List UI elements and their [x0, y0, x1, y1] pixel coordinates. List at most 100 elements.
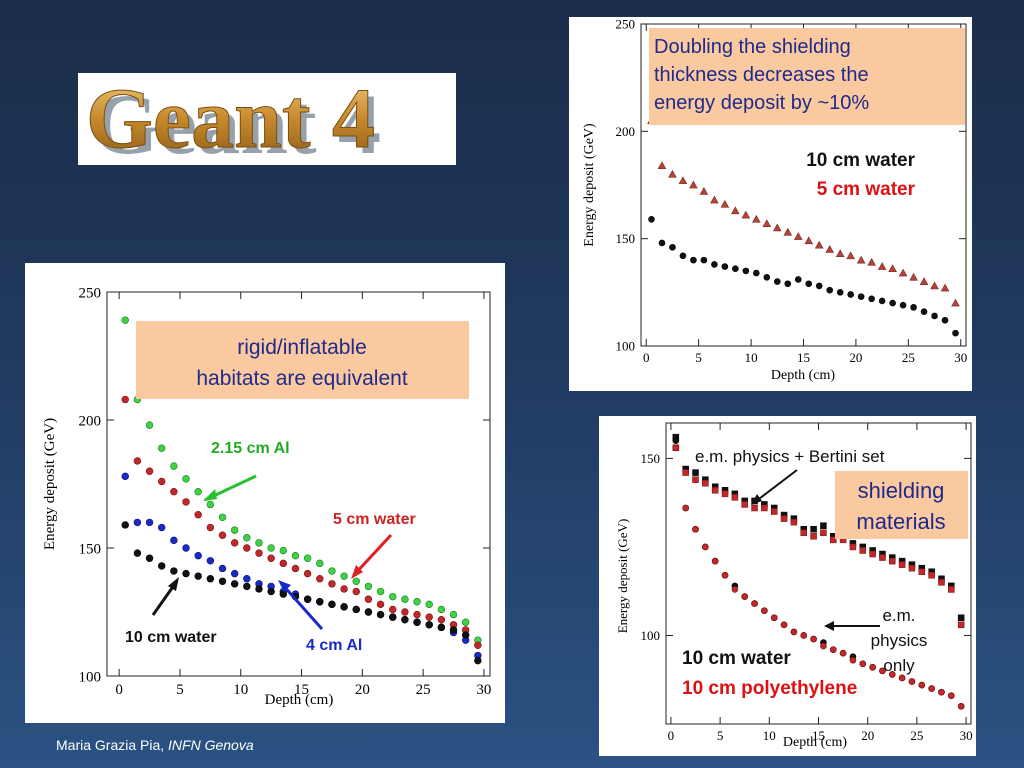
label-10-cm-water: 10 cm water — [125, 629, 217, 646]
callout-line-1: rigid/inflatable — [237, 336, 367, 359]
data-point-10-cm-water — [133, 549, 142, 557]
data-point-5-cm-water — [940, 283, 950, 292]
arrowhead-em-only — [824, 621, 834, 631]
data-point-10-cm-polyethylene-e-m-only — [820, 642, 827, 650]
data-point-10-cm-polyethylene-e-m-only — [849, 656, 857, 664]
arrowhead-4-cm-al — [278, 580, 291, 592]
data-point-10-cm-water — [952, 329, 959, 337]
data-point-10-cm-polyethylene-bertini — [849, 543, 857, 551]
data-point-10-cm-polyethylene-e-m-only — [741, 593, 749, 600]
data-point-5-cm-water — [919, 277, 929, 285]
legend-10-cm-water: 10 cm water — [806, 150, 915, 171]
data-point-5-cm-water — [898, 268, 908, 277]
data-point-10-cm-polyethylene-e-m-only — [957, 702, 965, 710]
data-point-10-cm-polyethylene-e-m-only — [879, 667, 886, 675]
data-point-2-15-cm-al — [364, 582, 373, 591]
data-point-5-cm-water — [243, 544, 251, 552]
data-point-10-cm-polyethylene-e-m-only — [692, 525, 699, 533]
data-point-10-cm-polyethylene-bertini — [879, 554, 886, 561]
legend-10-cm-water: 10 cm water — [682, 648, 791, 669]
data-point-10-cm-water-bertini — [692, 469, 699, 476]
x-tick-label: 5 — [717, 728, 724, 743]
data-point-5-cm-water — [158, 477, 166, 486]
data-point-4-cm-al — [182, 544, 190, 552]
data-point-5-cm-water — [389, 605, 397, 614]
data-point-10-cm-water — [328, 600, 336, 609]
data-point-10-cm-polyethylene-e-m-only — [702, 543, 709, 551]
data-point-10-cm-polyethylene-bertini — [761, 504, 768, 512]
y-tick-label: 150 — [616, 231, 636, 246]
data-point-5-cm-water — [678, 176, 688, 185]
left-chart-panel: 0 5 10 15 20 25 30 100 150 200 250 Depth (cm) Ener… — [25, 263, 505, 723]
data-point-10-cm-water — [461, 631, 470, 639]
y-tick-label: 250 — [616, 17, 636, 32]
x-tick-label: 0 — [115, 682, 123, 698]
data-point-10-cm-water — [121, 521, 129, 529]
data-point-10-cm-polyethylene-bertini — [731, 494, 739, 501]
data-point-2-15-cm-al — [243, 534, 251, 542]
data-point-10-cm-polyethylene-e-m-only — [888, 671, 896, 678]
data-point-5-cm-water — [340, 585, 348, 593]
data-point-10-cm-water — [857, 293, 865, 300]
footer: Maria Grazia Pia, INFN Genova — [56, 737, 254, 753]
data-point-2-15-cm-al — [267, 544, 275, 552]
data-point-10-cm-water — [413, 618, 421, 626]
logo-text: Geant 4 — [86, 73, 375, 165]
bottom-right-chart: 0 5 10 15 20 25 30 100 150 Depth (cm) Energy dep… — [615, 422, 973, 750]
x-tick-label: 20 — [355, 682, 370, 698]
data-point-5-cm-water — [218, 531, 227, 539]
data-point-5-cm-water — [888, 264, 897, 273]
data-point-10-cm-water — [700, 256, 708, 264]
data-point-4-cm-al — [158, 523, 166, 532]
y-tick-label: 200 — [79, 413, 102, 429]
arrowhead-bertini — [751, 494, 762, 505]
x-tick-label: 5 — [176, 682, 184, 698]
callout-line-2: habitats are equivalent — [196, 367, 407, 390]
data-point-10-cm-water — [425, 621, 433, 629]
data-point-2-15-cm-al — [170, 462, 178, 470]
data-point-10-cm-water — [669, 243, 676, 251]
label-5-cm-water: 5 cm water — [333, 511, 416, 528]
x-axis-label: Depth (cm) — [771, 368, 835, 383]
data-point-10-cm-polyethylene-bertini — [682, 469, 689, 476]
data-point-5-cm-water — [825, 244, 835, 253]
y-tick-label: 150 — [641, 451, 661, 466]
data-point-10-cm-polyethylene-e-m-only — [810, 635, 817, 643]
legend-5-cm-water: 5 cm water — [817, 179, 916, 200]
data-point-10-cm-polyethylene-bertini — [859, 547, 867, 554]
data-point-10-cm-polyethylene-bertini — [780, 515, 788, 522]
data-point-10-cm-water — [267, 587, 275, 596]
data-point-10-cm-polyethylene-e-m-only — [790, 628, 798, 636]
data-point-10-cm-water — [170, 567, 178, 575]
data-point-10-cm-polyethylene-bertini — [889, 557, 896, 565]
data-point-5-cm-water — [291, 564, 300, 573]
data-point-2-15-cm-al — [230, 526, 239, 534]
x-tick-label: 30 — [476, 682, 491, 698]
data-point-5-cm-water — [425, 613, 433, 621]
data-point-2-15-cm-al — [279, 546, 288, 555]
callout-box — [649, 28, 965, 125]
data-point-2-15-cm-al — [145, 421, 154, 429]
data-point-4-cm-al — [145, 518, 154, 527]
data-point-10-cm-polyethylene-bertini — [721, 490, 729, 498]
data-point-10-cm-water — [158, 562, 166, 570]
callout-line-3: energy deposit by ~10% — [654, 92, 869, 114]
data-point-4-cm-al — [133, 518, 142, 527]
x-tick-label: 30 — [954, 350, 967, 365]
data-point-5-cm-water — [474, 641, 482, 649]
data-point-10-cm-polyethylene-bertini — [908, 564, 916, 572]
x-tick-label: 10 — [745, 350, 758, 365]
data-point-10-cm-water — [658, 239, 666, 247]
arrow-4-cm-al — [279, 582, 324, 630]
data-point-10-cm-water — [449, 626, 458, 634]
data-point-10-cm-water — [847, 291, 854, 298]
callout-line-2: materials — [856, 509, 945, 534]
data-point-10-cm-water — [194, 572, 202, 580]
callout-box — [136, 321, 469, 399]
data-point-10-cm-water — [732, 265, 739, 273]
plot-frame — [106, 291, 491, 677]
data-point-10-cm-water — [145, 554, 154, 562]
data-point-10-cm-polyethylene-e-m-only — [938, 688, 945, 696]
arrowhead-2-15-cm-al — [203, 489, 217, 501]
data-point-10-cm-water — [230, 580, 239, 588]
